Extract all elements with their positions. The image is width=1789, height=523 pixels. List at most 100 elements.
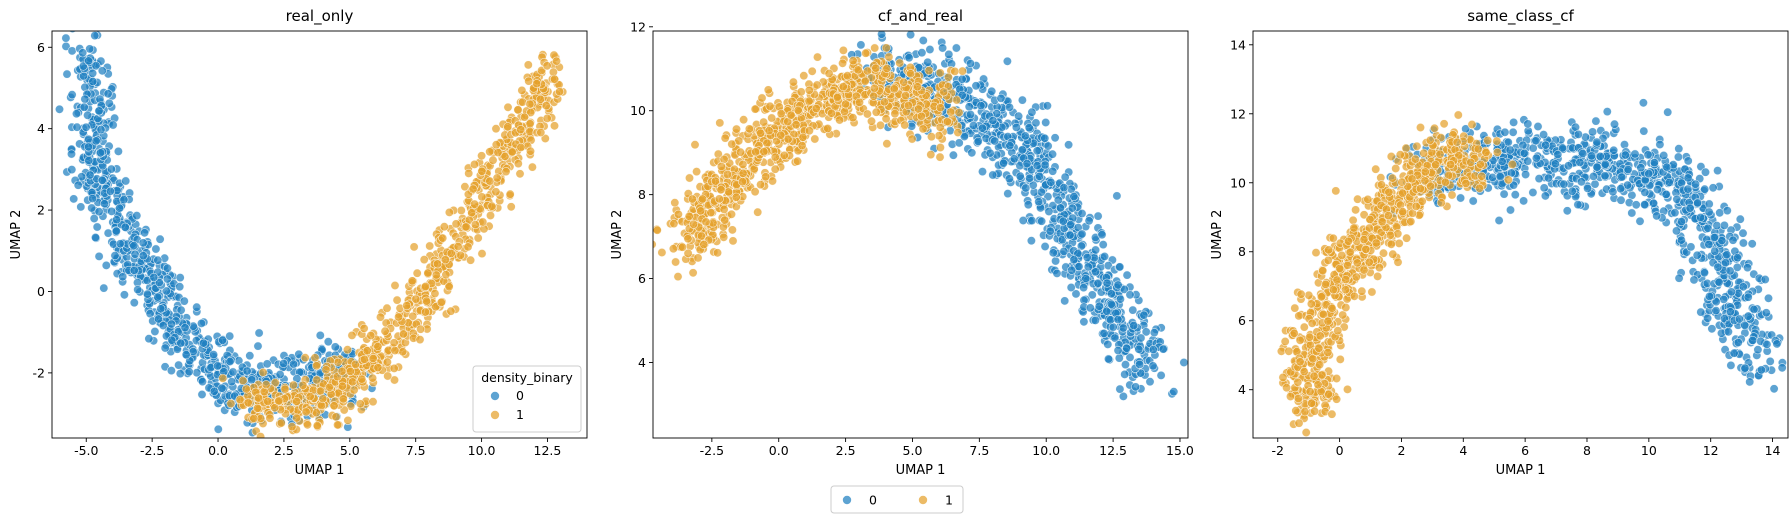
data-point-class-0 (971, 81, 981, 91)
data-point-class-1 (526, 108, 536, 118)
data-point-class-1 (343, 415, 353, 425)
data-point-class-1 (714, 194, 724, 204)
data-point-class-0 (1738, 238, 1748, 248)
data-point-class-0 (1701, 167, 1711, 177)
data-point-class-1 (441, 270, 451, 280)
scatter-points (1276, 98, 1788, 437)
data-point-class-1 (383, 371, 393, 381)
data-point-class-0 (1045, 226, 1055, 236)
data-point-class-0 (1064, 140, 1074, 150)
data-point-class-0 (1740, 320, 1750, 330)
data-point-class-1 (359, 354, 369, 364)
data-point-class-0 (118, 272, 128, 282)
data-point-class-0 (225, 356, 235, 366)
data-point-class-1 (1416, 123, 1426, 133)
data-point-class-0 (100, 199, 110, 209)
data-point-class-1 (318, 394, 328, 404)
data-point-class-0 (1703, 313, 1713, 323)
data-point-class-1 (1393, 257, 1403, 267)
data-point-class-1 (1371, 164, 1381, 174)
data-point-class-0 (1158, 344, 1168, 354)
data-point-class-1 (1492, 147, 1502, 157)
data-point-class-0 (1683, 173, 1693, 183)
data-point-class-1 (863, 66, 873, 76)
data-point-class-0 (1034, 197, 1044, 207)
data-point-class-0 (1674, 144, 1684, 154)
data-point-class-1 (382, 357, 392, 367)
data-point-class-1 (555, 87, 565, 97)
data-point-class-1 (431, 270, 441, 280)
data-point-class-0 (1048, 149, 1058, 159)
data-point-class-0 (151, 244, 161, 254)
data-point-class-1 (1367, 287, 1377, 297)
data-point-class-1 (673, 272, 683, 282)
data-point-class-0 (153, 292, 163, 302)
data-point-class-0 (1623, 165, 1633, 175)
data-point-class-1 (950, 66, 960, 76)
data-point-class-1 (1359, 265, 1369, 275)
data-point-class-1 (444, 282, 454, 292)
data-point-class-1 (301, 407, 311, 417)
data-point-class-1 (744, 124, 754, 134)
data-point-class-0 (1663, 107, 1673, 117)
data-point-class-1 (841, 99, 851, 109)
data-point-class-1 (838, 82, 848, 92)
data-point-class-0 (138, 238, 148, 248)
data-point-class-0 (162, 274, 172, 284)
data-point-class-0 (167, 335, 177, 345)
data-point-class-0 (1521, 170, 1531, 180)
data-point-class-1 (488, 155, 498, 165)
data-point-class-1 (1419, 148, 1429, 158)
data-point-class-0 (954, 138, 964, 148)
data-point-class-0 (1725, 266, 1735, 276)
data-point-class-1 (368, 397, 378, 407)
data-point-class-1 (368, 373, 378, 383)
data-point-class-1 (728, 236, 738, 246)
x-tick-label: -2.5 (700, 443, 724, 458)
data-point-class-0 (1048, 248, 1058, 258)
legend-frame (472, 365, 582, 433)
legend-marker-1 (490, 410, 500, 420)
data-point-class-0 (90, 31, 100, 41)
data-point-class-0 (1135, 359, 1145, 369)
data-point-class-0 (976, 101, 986, 111)
data-point-class-0 (1638, 98, 1648, 108)
data-point-class-0 (84, 142, 94, 152)
data-point-class-1 (1391, 164, 1401, 174)
data-point-class-0 (1100, 252, 1110, 262)
data-point-class-1 (871, 107, 881, 117)
data-point-class-0 (1128, 305, 1138, 315)
data-point-class-0 (67, 46, 77, 56)
data-point-class-0 (988, 170, 998, 180)
data-point-class-1 (687, 194, 697, 204)
data-point-class-1 (848, 56, 858, 66)
data-point-class-0 (1106, 289, 1116, 299)
data-point-class-0 (1743, 292, 1753, 302)
data-point-class-1 (392, 295, 402, 305)
data-point-class-0 (1714, 277, 1724, 287)
data-point-class-1 (866, 116, 876, 126)
data-point-class-1 (882, 139, 892, 149)
data-point-class-0 (1725, 307, 1735, 317)
data-point-class-1 (466, 255, 476, 265)
data-point-class-0 (1179, 358, 1188, 367)
data-point-class-1 (1365, 214, 1375, 224)
data-point-class-0 (1740, 363, 1750, 373)
data-point-class-0 (1620, 150, 1630, 160)
data-point-class-0 (83, 110, 93, 120)
data-point-class-0 (925, 44, 935, 54)
data-point-class-1 (515, 169, 525, 179)
data-point-class-0 (97, 175, 107, 185)
data-point-class-1 (1343, 384, 1353, 394)
data-point-class-0 (1673, 152, 1683, 162)
data-point-class-0 (197, 318, 207, 328)
data-point-class-0 (279, 358, 289, 368)
data-point-class-1 (668, 244, 678, 254)
data-point-class-0 (1726, 360, 1736, 370)
data-point-class-0 (1131, 382, 1141, 392)
data-point-class-0 (1609, 145, 1619, 155)
data-point-class-0 (154, 277, 164, 287)
data-point-class-0 (1509, 117, 1519, 127)
data-point-class-1 (362, 346, 372, 356)
